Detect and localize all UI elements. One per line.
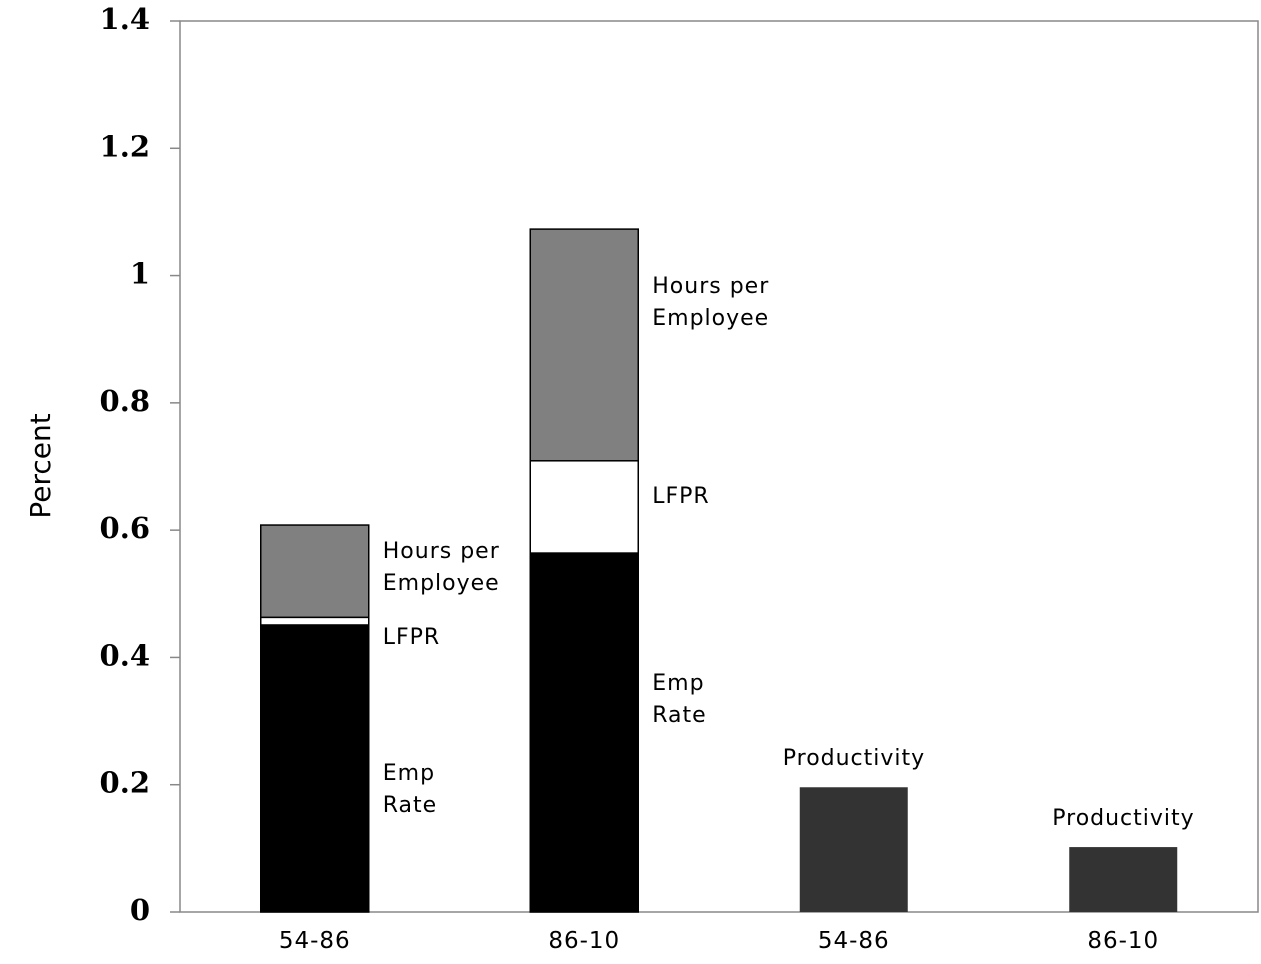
plot-frame [179, 20, 1259, 913]
x-tick-label: 86-10 [1087, 928, 1159, 954]
segment-label: Productivity [782, 746, 926, 772]
y-tick-label: 1 [130, 257, 150, 291]
segment-label: LFPR [382, 625, 441, 651]
segment-label: Emp Rate [652, 670, 707, 728]
y-tick-label: 0.2 [100, 766, 150, 800]
y-tick-label: 0 [130, 893, 150, 927]
bar-segment [529, 460, 639, 554]
bar-segment [260, 624, 370, 913]
bar-segment [529, 228, 639, 462]
segment-label: Productivity [1052, 806, 1195, 832]
bar-segment [260, 616, 370, 626]
y-tick-label: 0.4 [100, 638, 150, 672]
segment-label: Hours per Employee [382, 539, 500, 597]
x-tick-label: 86-10 [548, 928, 620, 954]
segment-label: Hours per Employee [652, 273, 770, 331]
y-tick-label: 0.8 [100, 384, 150, 418]
x-tick-label: 54-86 [279, 928, 351, 954]
x-tick-label: 54-86 [818, 928, 890, 954]
y-axis-label: Percent [24, 413, 57, 518]
bar-segment [529, 552, 639, 913]
segment-label: LFPR [652, 483, 710, 509]
bar-segment [260, 524, 370, 619]
y-tick-label: 0.6 [100, 511, 150, 545]
bar-segment [1069, 847, 1178, 912]
bar-segment [799, 787, 908, 912]
segment-label: Emp Rate [382, 761, 438, 819]
y-tick-label: 1.2 [100, 129, 150, 163]
y-tick-label: 1.4 [100, 2, 150, 36]
